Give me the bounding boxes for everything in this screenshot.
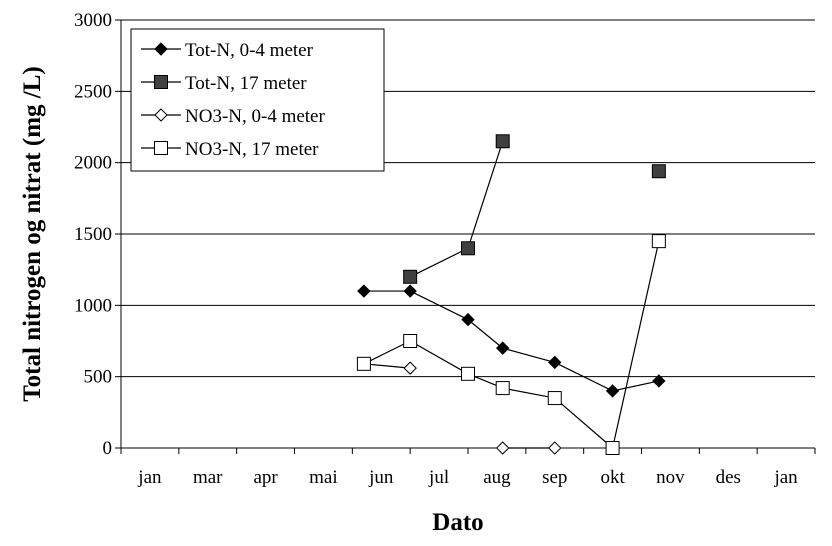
legend-marker [154,108,168,122]
x-tick-labels: jan mar apr mai jun jul aug sep okt nov des jan [137,467,798,488]
x-tick-label: nov [656,467,685,488]
x-tick-label: jan [137,467,162,488]
x-tick-label: mai [309,467,338,488]
series-line-segment [502,387,555,399]
series-line-segment [554,361,613,392]
series-line-segment [554,397,613,449]
legend-marker [154,75,168,89]
y-tick-label: 0 [103,438,113,459]
data-point [548,441,562,455]
x-tick-label: jun [368,467,394,488]
data-point [403,284,417,298]
x-tick-label: apr [253,467,278,488]
series-line-segment [611,241,660,449]
data-point [605,441,620,455]
series-line-segment [409,247,469,278]
data-point [495,441,510,455]
x-tick-label: okt [600,467,625,488]
series-group [357,357,562,455]
y-axis-title: Total nitrogen og nitrat (mg /L) [19,66,46,401]
x-tick-label: sep [542,467,567,488]
data-point [495,134,510,149]
data-point [605,384,620,398]
y-tick-label: 3000 [74,10,112,31]
y-tick-label: 1500 [74,224,112,245]
data-point [651,164,666,179]
legend-label: Tot-N, 17 meter [185,73,307,94]
y-tick-label: 500 [84,367,113,388]
data-point [461,312,475,327]
data-point [356,356,371,371]
y-tick-labels: 0 500 1000 1500 2000 2500 3000 [74,10,112,459]
gridlines [115,19,815,449]
series-layer [356,134,666,455]
axes [120,20,816,454]
legend-marker [154,42,168,56]
legend-label: Tot-N, 0-4 meter [185,40,314,61]
series-group [403,134,666,284]
data-point [495,381,510,396]
data-point [403,334,418,348]
series-line-segment [467,141,504,249]
series-line-segment [363,363,411,369]
data-point [403,269,418,284]
x-tick-label: jul [428,467,449,488]
data-point [357,284,371,298]
y-tick-label: 2500 [74,81,112,102]
data-point [548,355,562,370]
data-point [403,361,417,375]
x-tick-label: aug [483,467,511,488]
y-tick-label: 2000 [74,153,112,174]
x-axis-title: Dato [432,509,483,536]
series-line-segment [502,347,555,363]
x-tick-label: mar [193,467,223,488]
series-group [357,284,666,398]
legend-marker [154,141,168,155]
data-point [461,241,475,256]
series-line-segment [409,290,469,321]
data-point [651,234,666,249]
legend-label: NO3-N, 17 meter [185,139,319,160]
series-line-segment [363,340,411,365]
series-line-segment [612,380,659,392]
y-tick-label: 1000 [74,295,112,316]
legend: Tot-N, 0-4 meter Tot-N, 17 meter NO3-N, 0-… [130,28,385,172]
x-tick-label: des [716,467,741,488]
data-point [547,391,562,406]
x-tick-label: jan [773,467,798,488]
legend-label: NO3-N, 0-4 meter [185,106,325,127]
series-group [356,234,666,455]
data-point [652,374,666,388]
series-line-segment [409,340,469,375]
data-point [461,366,475,381]
series-line-segment [467,319,504,349]
legend-box [130,28,385,172]
data-point [495,341,510,355]
